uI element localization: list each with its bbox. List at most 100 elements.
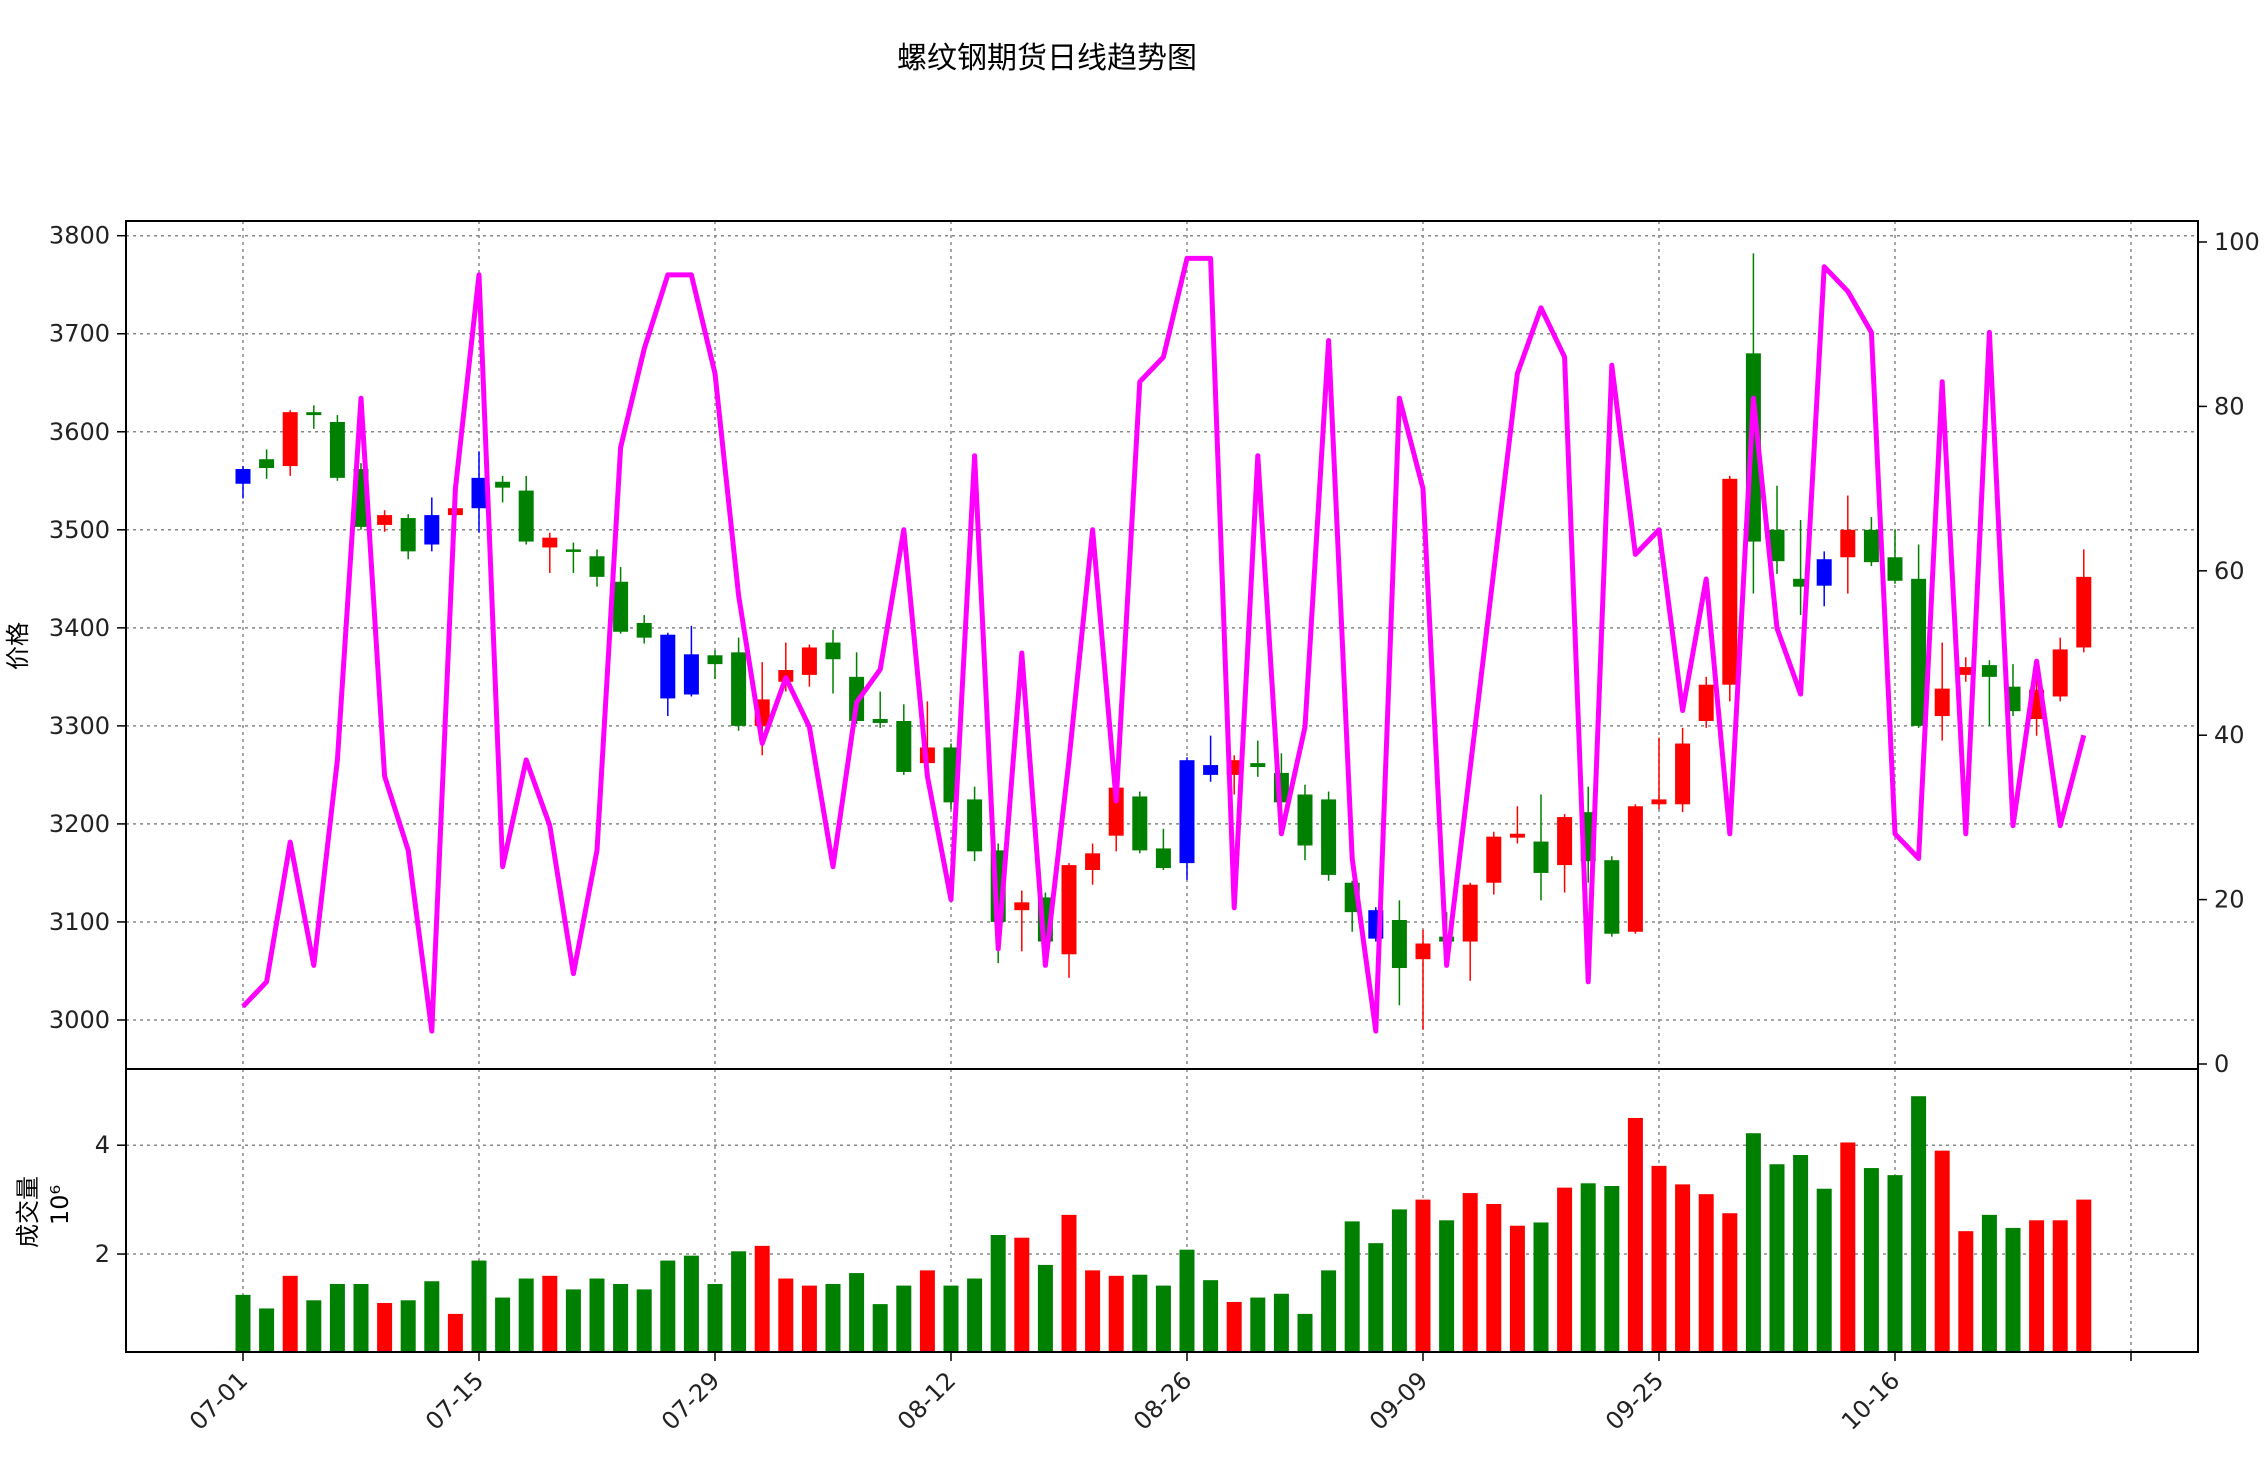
candle [1085,843,1101,885]
volume-bar [1981,1214,1997,1352]
candle [1863,517,1879,567]
candle [565,542,581,573]
candle-body [565,549,581,552]
chart-title: 螺纹钢期货日线趋势图 [897,41,1197,76]
volume-bar [849,1273,865,1352]
candle-body [1014,902,1030,911]
candle-body [1840,529,1856,558]
candle-body [589,556,605,577]
candle [424,497,440,552]
volume-bar [447,1313,463,1352]
candle [259,449,275,479]
candle-body [329,421,345,478]
x-tick-label: 07-29 [656,1366,725,1435]
volume-bar [542,1275,558,1352]
volume-bar [1509,1225,1525,1352]
candle [1061,863,1077,978]
candle [589,549,605,587]
candle-body [1203,765,1219,775]
volume-bar [660,1260,676,1352]
candle-body [1958,667,1974,675]
secondary-tick-label: 0 [2214,1050,2229,1078]
price-axis-label: 价格 [4,622,32,670]
candle-body [282,412,298,467]
volume-plot-frame [125,1068,2199,1353]
candle-body [1509,833,1525,838]
volume-bar [1934,1150,1950,1352]
candle [282,410,298,476]
volume-bar [1085,1270,1101,1352]
candle-body [613,581,629,632]
volume-multiplier: 10⁶ [46,1185,74,1225]
volume-bar [1604,1186,1620,1352]
candle-body [1132,796,1148,851]
volume-bar [1297,1313,1313,1352]
candle-body [424,515,440,545]
candle-body [1179,760,1195,864]
candle [896,704,912,775]
volume-bar [683,1255,699,1352]
candle [731,637,747,731]
candle-body [1557,817,1573,866]
x-tick-label: 09-25 [1600,1366,1669,1435]
candle-body [1769,529,1785,562]
candle-body [1863,529,1879,563]
secondary-tick-label: 40 [2214,721,2245,749]
price-grid [126,221,2198,1069]
candle-body [1651,799,1667,805]
volume-bar [1321,1270,1337,1352]
secondary-tick-label: 60 [2214,557,2245,585]
candle-body [400,518,416,552]
x-axis: 07-01 07-15 07-29 08-12 08-26 09-09 09-25 10-16 [184,1352,2132,1436]
volume-bar [2029,1220,2045,1352]
volume-bar [1911,1096,1927,1352]
secondary-tick-label: 20 [2214,886,2245,914]
candle-body [1604,860,1620,934]
volume-bar [1557,1187,1573,1352]
price-ticks: 3000 3100 3200 3300 3400 3500 3600 3700 3800 [49,222,126,1034]
candle [1840,495,1856,594]
volume-bar [1108,1275,1124,1352]
price-tick-label: 3600 [49,418,110,446]
volume-tick-label: 4 [95,1131,110,1159]
volume-bar [1840,1142,1856,1352]
candle-body [1934,688,1950,717]
candle [1698,676,1714,728]
volume-bar [2005,1227,2021,1352]
volume-bar [259,1308,275,1352]
candle-body [1061,865,1077,955]
candle-body [1297,794,1313,846]
price-tick-label: 3500 [49,516,110,544]
volume-bar [1155,1285,1171,1352]
candle-body [1627,806,1643,932]
candle-body [1250,763,1266,768]
candle-body [1415,943,1431,960]
candle [2076,549,2092,653]
candle [518,475,534,545]
volume-bar [1250,1297,1266,1352]
volume-bar [1415,1199,1431,1352]
volume-bar [1486,1203,1502,1352]
volume-bar [424,1281,440,1352]
candle [1887,529,1903,584]
candle [613,567,629,634]
volume-bar [589,1278,605,1352]
volume-bar [801,1285,817,1352]
candle-body [1391,919,1407,969]
volume-axis-label: 成交量 [14,1176,42,1248]
volume-bar [518,1278,534,1352]
price-tick-label: 3200 [49,810,110,838]
volume-bar [943,1285,959,1352]
candle-body [636,622,652,638]
x-tick-label: 07-01 [184,1366,253,1435]
volume-bar [1391,1209,1407,1352]
candle [495,475,511,503]
candle [1769,485,1785,574]
volume-bar [1698,1194,1714,1352]
candle-body [1486,836,1502,883]
volume-bar [1675,1184,1691,1352]
volume-bar [1203,1280,1219,1352]
candle-body [1155,848,1171,869]
candle-body [1675,743,1691,805]
price-tick-label: 3700 [49,320,110,348]
